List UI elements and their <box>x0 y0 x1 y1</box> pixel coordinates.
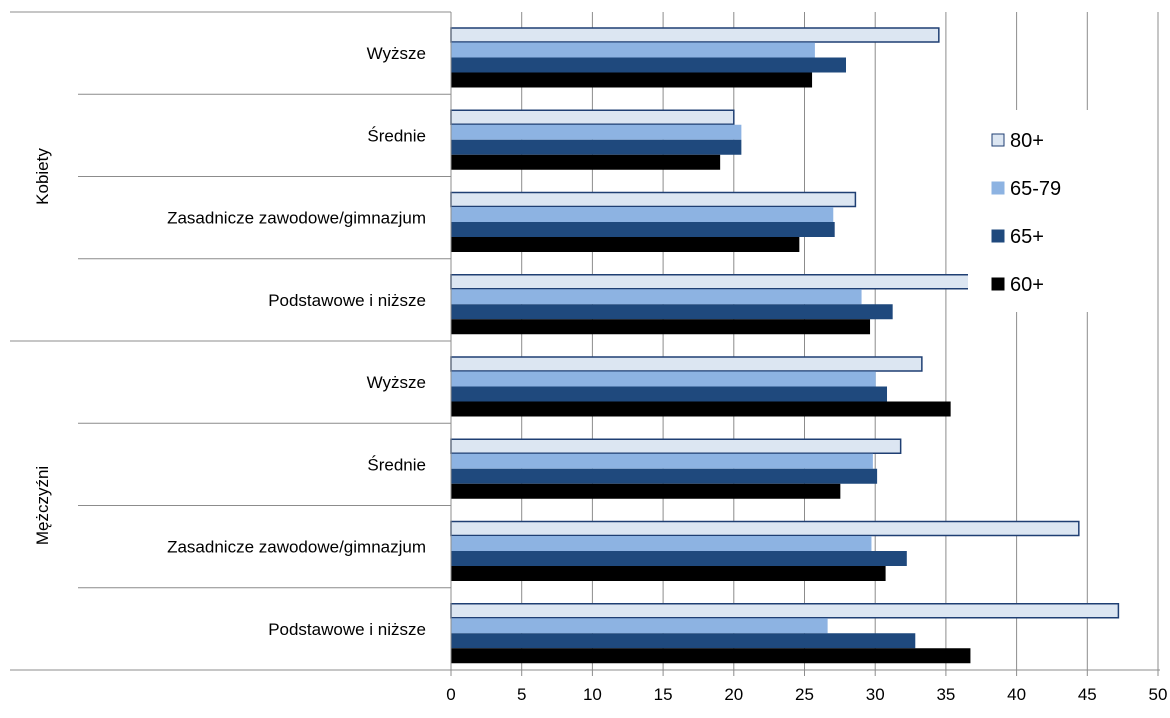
bar-65+ <box>450 468 878 484</box>
bar-65-79 <box>450 124 742 140</box>
category-label: Zasadnicze zawodowe/gimnazjum <box>167 209 426 228</box>
bar-80+ <box>450 520 1080 537</box>
axes <box>10 11 1160 676</box>
bars <box>450 27 1120 664</box>
bar-60+ <box>450 319 871 335</box>
x-tick-label: 20 <box>724 685 743 704</box>
legend-swatch <box>991 229 1005 243</box>
bar-65-79 <box>450 536 872 551</box>
x-tick-label: 30 <box>866 685 885 704</box>
bar-60+ <box>450 237 800 252</box>
x-tick-label: 15 <box>654 685 673 704</box>
bar-65+ <box>450 222 835 237</box>
bar-60+ <box>450 648 971 664</box>
legend-label: 65-79 <box>1010 178 1061 200</box>
bar-65+ <box>450 386 888 402</box>
bar-65-79 <box>450 371 876 387</box>
x-tick-label: 45 <box>1078 685 1097 704</box>
category-label: Zasadnicze zawodowe/gimnazjum <box>167 538 426 557</box>
bar-65-79 <box>450 207 834 222</box>
category-label: Wyższe <box>367 44 426 63</box>
category-label: Średnie <box>367 126 426 145</box>
x-tick-label: 5 <box>517 685 526 704</box>
category-label: Podstawowe i niższe <box>268 291 426 310</box>
legend-label: 65+ <box>1010 226 1044 248</box>
group-label: Mężczyźni <box>33 466 52 545</box>
legend-box <box>968 110 1102 312</box>
x-tick-label: 35 <box>936 685 955 704</box>
bar-65-79 <box>450 618 828 634</box>
bar-60+ <box>450 566 886 581</box>
y-category-labels: Wyższe Średnie Zasadnicze zawodowe/gimnazj… <box>167 44 426 639</box>
category-label: Podstawowe i niższe <box>268 620 426 639</box>
x-tick-labels: 0 5 10 15 20 25 30 35 40 45 50 <box>446 685 1167 704</box>
x-tick-label: 25 <box>795 685 814 704</box>
x-tick-label: 50 <box>1149 685 1168 704</box>
x-tick-label: 10 <box>583 685 602 704</box>
category-label: Wyższe <box>367 373 426 392</box>
bar-80+ <box>450 27 940 43</box>
bar-65+ <box>450 551 907 566</box>
bar-80+ <box>450 438 902 454</box>
bar-65+ <box>450 304 893 320</box>
category-label: Średnie <box>367 455 426 474</box>
legend-label: 60+ <box>1010 274 1044 296</box>
bar-65-79 <box>450 289 862 305</box>
bar-60+ <box>450 72 813 88</box>
group-labels: Kobiety Mężczyźni <box>33 148 52 546</box>
legend-swatch <box>991 277 1005 291</box>
bar-65+ <box>450 57 847 73</box>
bar-65+ <box>450 633 916 649</box>
bar-65-79 <box>450 42 815 58</box>
bar-60+ <box>450 401 951 417</box>
bar-80+ <box>450 109 735 125</box>
bar-80+ <box>450 191 857 208</box>
bar-65-79 <box>450 453 873 469</box>
legend-swatch <box>991 133 1005 147</box>
bar-80+ <box>450 603 1120 619</box>
legend-swatch <box>991 181 1005 195</box>
bar-65+ <box>450 139 742 155</box>
legend-label: 80+ <box>1010 130 1044 152</box>
bar-60+ <box>450 154 721 170</box>
group-label: Kobiety <box>33 148 52 205</box>
x-tick-label: 40 <box>1007 685 1026 704</box>
bar-60+ <box>450 483 841 499</box>
bar-80+ <box>450 356 923 372</box>
legend: 80+ 65-79 65+ 60+ <box>968 110 1102 312</box>
x-tick-label: 0 <box>446 685 455 704</box>
bar-80+ <box>450 274 971 290</box>
